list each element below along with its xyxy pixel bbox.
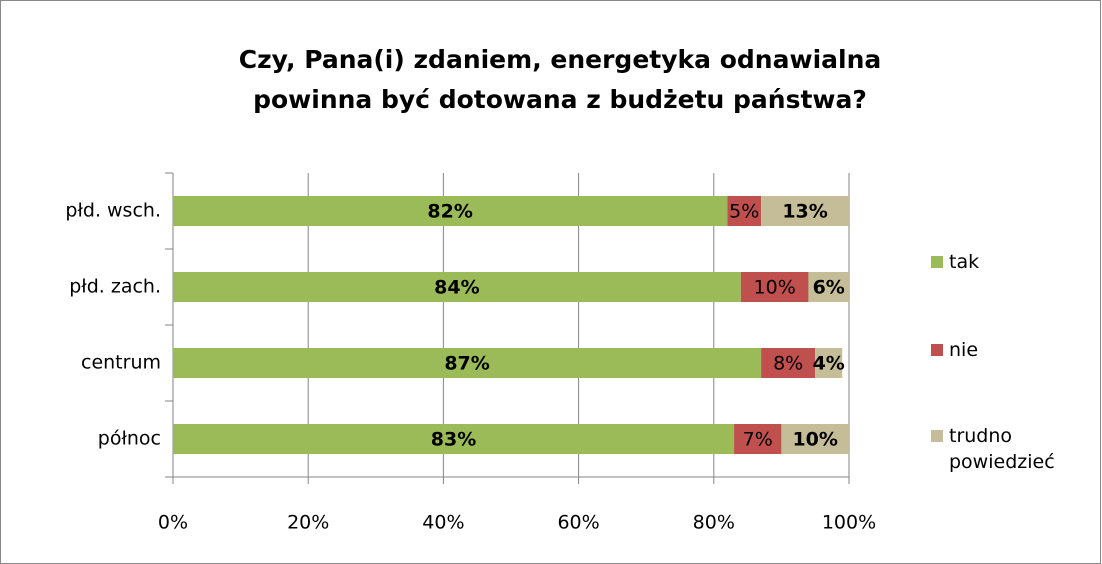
value-label: 6% bbox=[813, 277, 845, 299]
bar-segment bbox=[740, 272, 809, 302]
x-tick-label: 80% bbox=[693, 512, 735, 534]
legend-swatch bbox=[931, 430, 943, 442]
legend-label: nie bbox=[949, 339, 979, 361]
bar-segment bbox=[173, 424, 735, 454]
value-label: 10% bbox=[754, 277, 796, 299]
value-label: 4% bbox=[813, 353, 845, 375]
x-tick-label: 60% bbox=[557, 512, 599, 534]
y-tick-label: płd. wsch. bbox=[65, 200, 161, 222]
legend-label: tak bbox=[949, 251, 980, 273]
y-tick-label: północ bbox=[98, 428, 161, 450]
value-label: 84% bbox=[434, 277, 479, 299]
bar-segment bbox=[173, 348, 762, 378]
x-tick-label: 100% bbox=[822, 512, 876, 534]
bar-segment bbox=[734, 424, 782, 454]
bar-segment bbox=[781, 424, 849, 454]
x-tick-label: 0% bbox=[158, 512, 188, 534]
y-tick-label: centrum bbox=[81, 352, 161, 374]
bar-segment bbox=[761, 348, 816, 378]
legend-swatch bbox=[931, 256, 943, 268]
bar-segment bbox=[808, 272, 849, 302]
value-label: 10% bbox=[792, 429, 837, 451]
value-label: 8% bbox=[773, 353, 803, 375]
value-label: 87% bbox=[444, 353, 489, 375]
value-label: 82% bbox=[427, 201, 472, 223]
bar-segment bbox=[761, 196, 849, 226]
legend-label: trudno powiedzieć bbox=[949, 425, 1055, 473]
value-label: 5% bbox=[729, 201, 759, 223]
bar-segment bbox=[727, 196, 762, 226]
y-tick-label: płd. zach. bbox=[69, 276, 161, 298]
x-tick-label: 40% bbox=[422, 512, 464, 534]
value-label: 13% bbox=[782, 201, 827, 223]
legend-swatch bbox=[931, 344, 943, 356]
x-tick-label: 20% bbox=[287, 512, 329, 534]
bar-segment bbox=[173, 272, 741, 302]
value-label: 7% bbox=[743, 429, 773, 451]
value-label: 83% bbox=[431, 429, 476, 451]
chart-title: Czy, Pana(i) zdaniem, energetyka odnawia… bbox=[238, 45, 882, 114]
bar-segment bbox=[173, 196, 728, 226]
bar-segment bbox=[815, 348, 843, 378]
